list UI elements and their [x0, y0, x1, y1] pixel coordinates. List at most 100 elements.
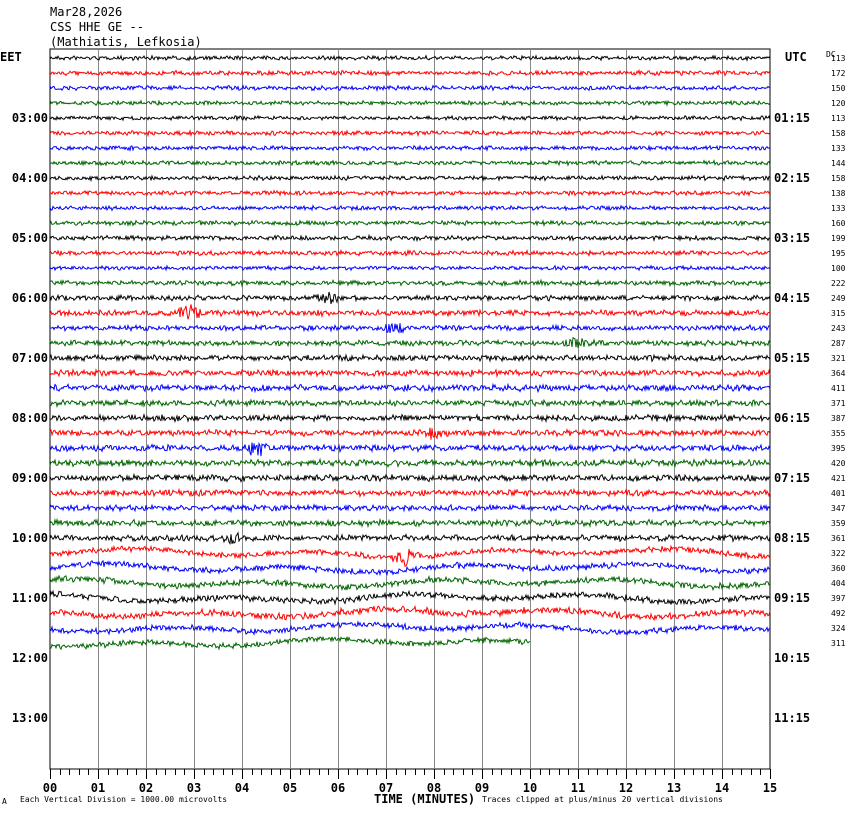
- trace-line: [49, 487, 771, 499]
- left-hour-label: 10:00: [12, 531, 48, 545]
- trace-line: [49, 517, 771, 529]
- clip-note: Traces clipped at plus/minus 20 vertical…: [482, 795, 723, 804]
- x-tick-label: 13: [667, 781, 681, 795]
- trace-line: [49, 204, 771, 212]
- dc-offset-label: 387: [831, 414, 846, 423]
- left-hour-label: 05:00: [12, 231, 48, 245]
- right-hour-label: 09:15: [774, 591, 810, 605]
- x-axis-label: TIME (MINUTES): [374, 792, 475, 806]
- dc-offset-label: 401: [831, 489, 846, 498]
- x-tick-label: 05: [283, 781, 297, 795]
- trace-line: [49, 68, 771, 77]
- dc-offset-label: 361: [831, 534, 846, 543]
- trace-line: [49, 219, 771, 228]
- trace-line: [49, 368, 771, 378]
- left-hour-label: 09:00: [12, 471, 48, 485]
- dc-offset-label: 404: [831, 579, 846, 588]
- dc-offset-label: 138: [831, 189, 846, 198]
- trace-line: [49, 472, 771, 483]
- dc-offset-label: 160: [831, 219, 846, 228]
- x-tick-label: 08: [427, 781, 441, 795]
- dc-offset-label: 395: [831, 444, 846, 453]
- left-hour-label: 12:00: [12, 651, 48, 665]
- x-tick-label: 15: [763, 781, 777, 795]
- dc-offset-label: 321: [831, 354, 846, 363]
- trace-line: [49, 441, 771, 457]
- right-timezone-label: UTC: [785, 50, 807, 64]
- dc-offset-label: 133: [831, 144, 846, 153]
- right-hour-label: 06:15: [774, 411, 810, 425]
- axes: 00 01 02 03 04 05 06 07 08 09 10 11 12 13 14 15 03:00 04:…: [12, 54, 846, 795]
- trace-line: [49, 336, 771, 348]
- header-station: CSS HHE GE --: [50, 20, 144, 34]
- trace-line: [49, 457, 771, 469]
- dc-header: DC: [826, 50, 836, 59]
- right-hour-label: 04:15: [774, 291, 810, 305]
- x-tick-label: 12: [619, 781, 633, 795]
- x-tick-label: 07: [379, 781, 393, 795]
- dc-offset-label: 371: [831, 399, 846, 408]
- dc-offset-label: 397: [831, 594, 846, 603]
- seismic-traces: [49, 54, 771, 651]
- trace-line: [49, 412, 771, 424]
- trace-line: [49, 382, 771, 394]
- dc-offset-label: 113: [831, 54, 846, 63]
- trace-line: [49, 323, 771, 334]
- x-tick-label: 01: [91, 781, 105, 795]
- scale-note: Each Vertical Division = 1000.00 microvo…: [20, 795, 227, 804]
- dc-offset-label: 311: [831, 639, 846, 648]
- left-hour-label: 03:00: [12, 111, 48, 125]
- dc-offset-label: 492: [831, 609, 846, 618]
- trace-line: [49, 427, 771, 440]
- trace-line: [49, 174, 771, 183]
- dc-offset-label: 355: [831, 429, 846, 438]
- right-hour-label: 07:15: [774, 471, 810, 485]
- x-tick-label: 09: [475, 781, 489, 795]
- dc-offset-label: 222: [831, 279, 846, 288]
- x-tick-label: 02: [139, 781, 153, 795]
- left-hour-label: 13:00: [12, 711, 48, 725]
- right-hour-label: 10:15: [774, 651, 810, 665]
- dc-offset-label: 315: [831, 309, 846, 318]
- trace-line: [49, 574, 771, 592]
- dc-offset-label: 411: [831, 384, 846, 393]
- dc-offset-label: 420: [831, 459, 846, 468]
- dc-offset-label: 158: [831, 129, 846, 138]
- dc-offset-label: 199: [831, 234, 846, 243]
- dc-offset-label: 158: [831, 174, 846, 183]
- right-hour-label: 01:15: [774, 111, 810, 125]
- plot-frame: [49, 48, 771, 770]
- left-hour-label: 08:00: [12, 411, 48, 425]
- x-tick-label: 00: [43, 781, 57, 795]
- left-hour-label: 04:00: [12, 171, 48, 185]
- trace-line: [49, 544, 771, 567]
- dc-offset-label: 100: [831, 264, 846, 273]
- trace-line: [49, 84, 771, 93]
- corner-mark: A: [2, 797, 7, 806]
- dc-offset-label: 172: [831, 69, 846, 78]
- trace-line: [49, 99, 771, 107]
- trace-line: [49, 620, 771, 637]
- trace-line: [49, 604, 771, 622]
- dc-offset-label: 243: [831, 324, 846, 333]
- trace-line: [49, 114, 771, 122]
- dc-offset-label: 322: [831, 549, 846, 558]
- dc-offset-label: 421: [831, 474, 846, 483]
- trace-line: [49, 531, 771, 545]
- dc-offset-label: 249: [831, 294, 846, 303]
- dc-offset-label: 347: [831, 504, 846, 513]
- trace-line: [49, 189, 771, 197]
- x-tick-label: 14: [715, 781, 729, 795]
- trace-line: [49, 159, 771, 167]
- header-date: Mar28,2026: [50, 5, 122, 19]
- trace-line: [49, 291, 771, 305]
- header-location: (Mathiatis, Lefkosia): [50, 35, 202, 49]
- right-hour-label: 11:15: [774, 711, 810, 725]
- left-hour-label: 06:00: [12, 291, 48, 305]
- trace-line: [49, 635, 531, 651]
- trace-line: [49, 353, 771, 363]
- x-tick-label: 10: [523, 781, 537, 795]
- x-tick-label: 04: [235, 781, 249, 795]
- trace-line: [49, 589, 771, 606]
- dc-offset-label: 144: [831, 159, 846, 168]
